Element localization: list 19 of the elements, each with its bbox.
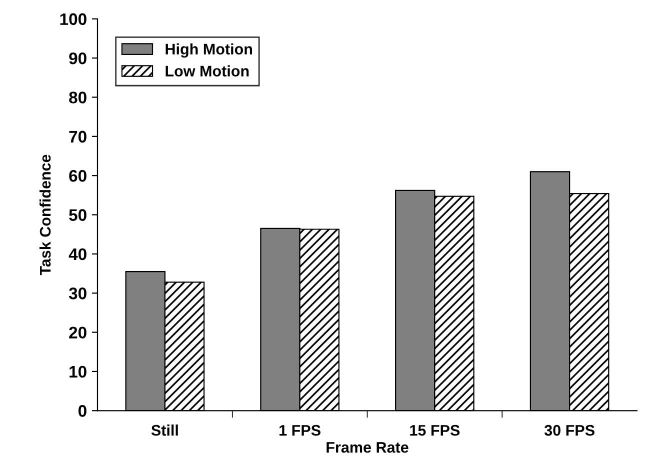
y-axis-title: Task Confidence [39,154,51,276]
legend-label: High Motion [166,43,252,58]
x-axis-title: Frame Rate [326,442,408,453]
x-tick-label: 30 FPS [544,424,594,436]
y-tick-label: 0 [78,405,86,417]
y-tick-label: 50 [69,209,86,221]
x-tick-label: 15 FPS [410,424,460,436]
y-tick-label: 10 [70,366,86,378]
y-tick-label: 30 [68,288,86,300]
y-tick-label: 80 [69,92,86,104]
x-tick-label: 1 FPS [280,424,320,436]
y-tick-label: 100 [60,13,86,26]
legend-label: Low Motion [166,65,249,76]
y-tick-label: 20 [69,326,86,338]
y-tick-label: 40 [68,248,86,260]
x-tick-label: Still [151,424,178,436]
y-tick-label: 60 [69,170,86,182]
y-tick-label: 70 [69,130,86,143]
y-tick-label: 90 [69,52,86,64]
